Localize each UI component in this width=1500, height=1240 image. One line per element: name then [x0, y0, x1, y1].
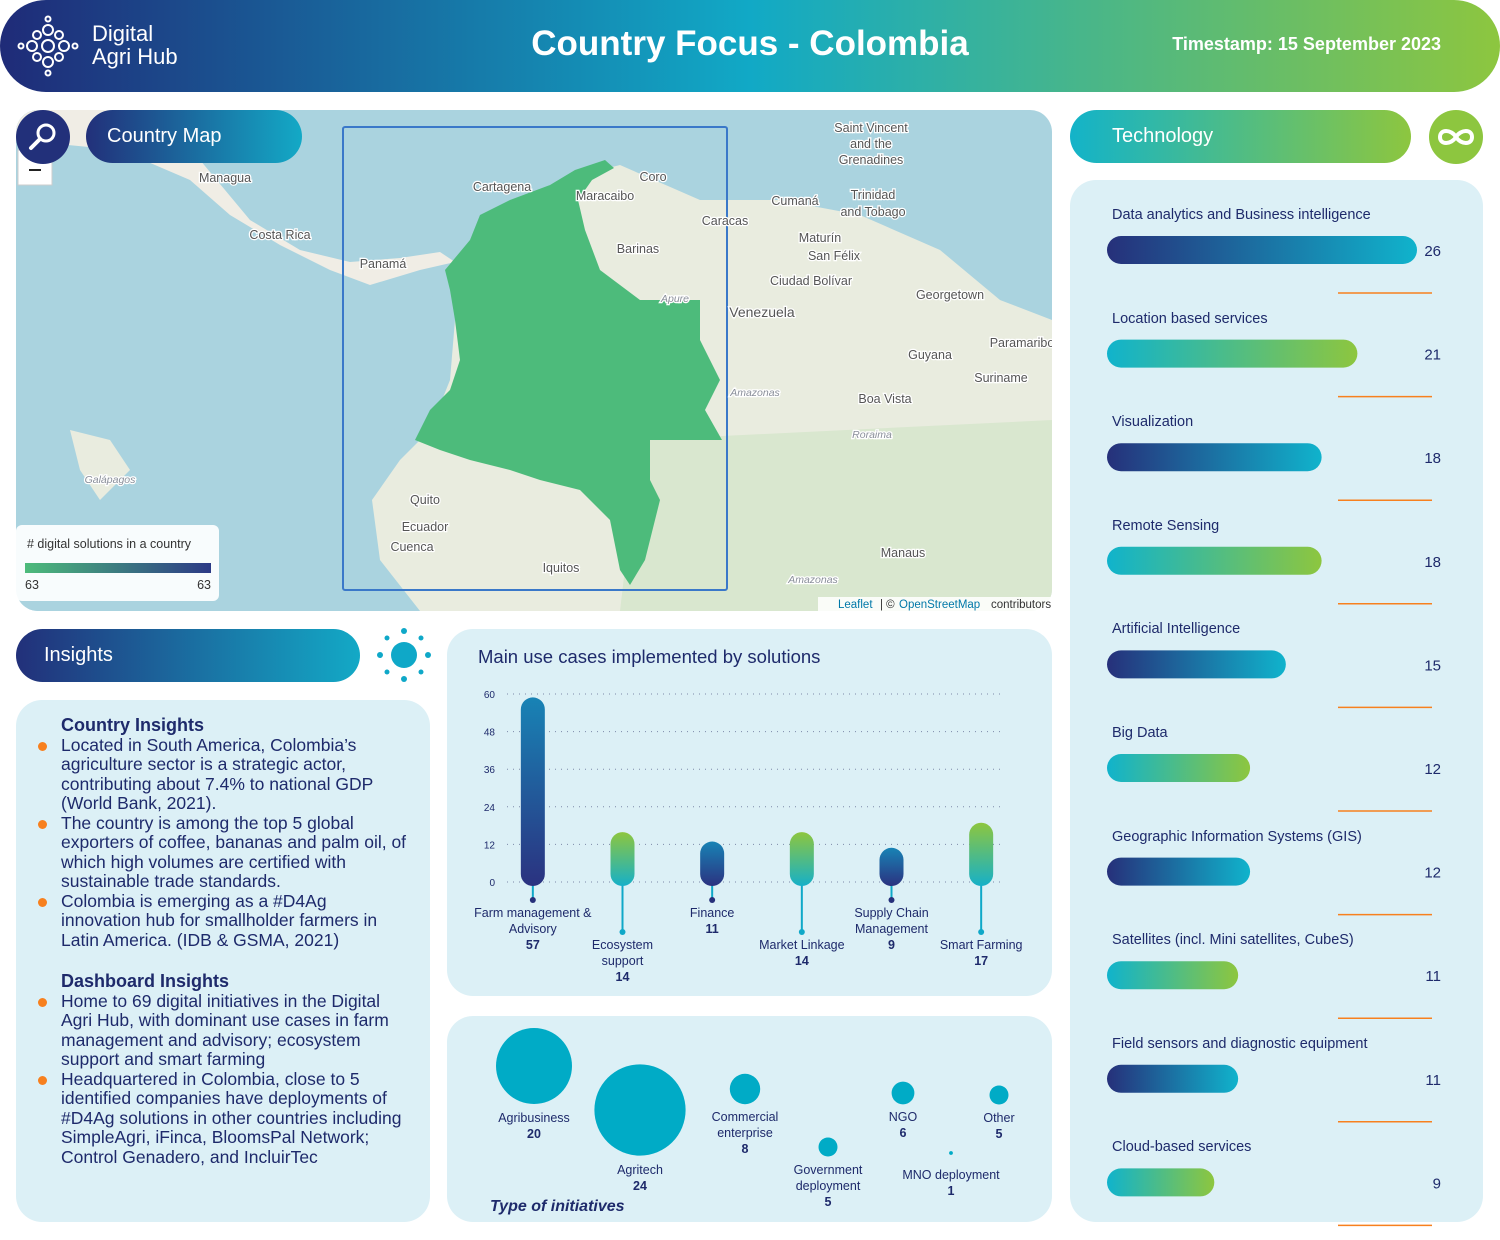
logo-line: Agri Hub [92, 44, 178, 69]
attribution-link[interactable]: OpenStreetMap [899, 599, 980, 611]
insights-header: Insights [16, 629, 360, 682]
map-place-label: Grenadines [839, 153, 904, 167]
island [70, 430, 130, 500]
insights-text: Country Insights Located in South America… [38, 715, 411, 1189]
map-place-label: Venezuela [729, 304, 795, 320]
insights-bullet: Located in South America, Colombia’s agr… [38, 735, 411, 814]
technology-header: Technology [1070, 110, 1411, 163]
map-place-label: Costa Rica [249, 228, 310, 242]
attribution-link[interactable]: Leaflet [838, 599, 873, 611]
panel-title: Insights [44, 644, 113, 666]
map-place-label: Saint Vincent [834, 121, 908, 135]
map-place-label: Barinas [617, 242, 659, 256]
insights-bullet: Headquartered in Colombia, close to 5 id… [38, 1069, 411, 1168]
map-place-label: San Félix [808, 249, 861, 263]
map-header: Country Map [86, 110, 302, 163]
insights-bullet: The country is among the top 5 global ex… [38, 813, 411, 892]
insights-bullet: Home to 69 digital initiatives in the Di… [38, 991, 411, 1070]
insights-bullet: Colombia is emerging as a #D4Ag innovati… [38, 891, 411, 951]
map-place-label: Maracaibo [576, 189, 634, 203]
map-place-label: Quito [410, 493, 440, 507]
map-place-label: Georgetown [916, 288, 984, 302]
map-place-label: Boa Vista [858, 392, 911, 406]
map-place-label: and Tobago [840, 205, 905, 219]
timestamp: Timestamp: 15 September 2023 [1172, 34, 1441, 54]
map-place-label: Apure [660, 293, 689, 305]
ocean [16, 110, 470, 611]
initiatives-panel [447, 1016, 1052, 1222]
colombia [415, 160, 722, 585]
map-place-label: Ecuador [402, 520, 449, 534]
map-place-label: Caracas [702, 214, 749, 228]
country-map: Managua Costa Rica Panamá Cartagena Maracaib… [16, 110, 1052, 611]
attribution-text: contributors [991, 599, 1051, 611]
map-place-label: Maturín [799, 231, 841, 245]
map-place-label: Galápagos [85, 474, 137, 486]
map-place-label: Coro [639, 170, 666, 184]
legend-min: 63 [25, 578, 39, 592]
header-background [0, 0, 1500, 92]
map-place-label: Paramaribo [990, 336, 1052, 350]
legend-scale [25, 563, 211, 573]
panel-title: Country Map [107, 125, 222, 147]
panel-title: Technology [1112, 125, 1214, 147]
map-place-label: Panamá [360, 257, 407, 271]
insights-list: Home to 69 digital initiatives in the Di… [38, 991, 411, 1168]
map-place-label: and the [850, 137, 892, 151]
map-place-label: Iquitos [543, 561, 580, 575]
map-place-label: Roraima [852, 429, 892, 441]
insights-panel: Country Insights Located in South America… [16, 700, 430, 1222]
attribution-box [818, 597, 1052, 611]
map-place-label: Manaus [881, 546, 925, 560]
technology-panel [1070, 180, 1483, 1222]
logo-text: Digital Agri Hub [92, 22, 178, 68]
map-place-label: Guyana [908, 348, 952, 362]
technology-icon [1429, 110, 1483, 164]
insights-list: Located in South America, Colombia’s agr… [38, 735, 411, 951]
logo-icon [17, 15, 79, 77]
map-place-label: Ciudad Bolívar [770, 274, 852, 288]
header-bar [0, 0, 1500, 92]
map-place-label: Managua [199, 171, 251, 185]
logo-line: Digital [92, 21, 154, 46]
map-place-label: Amazonas [787, 574, 838, 586]
map-place-label: Cartagena [473, 180, 531, 194]
map-place-label: Trinidad [851, 188, 896, 202]
map-place-label: Suriname [974, 371, 1028, 385]
map-place-label: Cumaná [771, 194, 818, 208]
legend-max: 63 [197, 578, 211, 592]
insights-icon [377, 628, 431, 682]
page-title: Country Focus - Colombia [531, 24, 969, 63]
map-place-label: Amazonas [729, 387, 780, 399]
use-cases-panel [447, 629, 1052, 996]
insights-heading: Dashboard Insights [61, 971, 230, 991]
insights-heading: Country Insights [61, 715, 204, 735]
bounds-box [342, 126, 728, 591]
search-button[interactable] [16, 110, 72, 166]
legend-title: # digital solutions in a country [27, 537, 192, 551]
attribution-text: | © [880, 599, 895, 611]
map-place-label: Cuenca [390, 540, 433, 554]
